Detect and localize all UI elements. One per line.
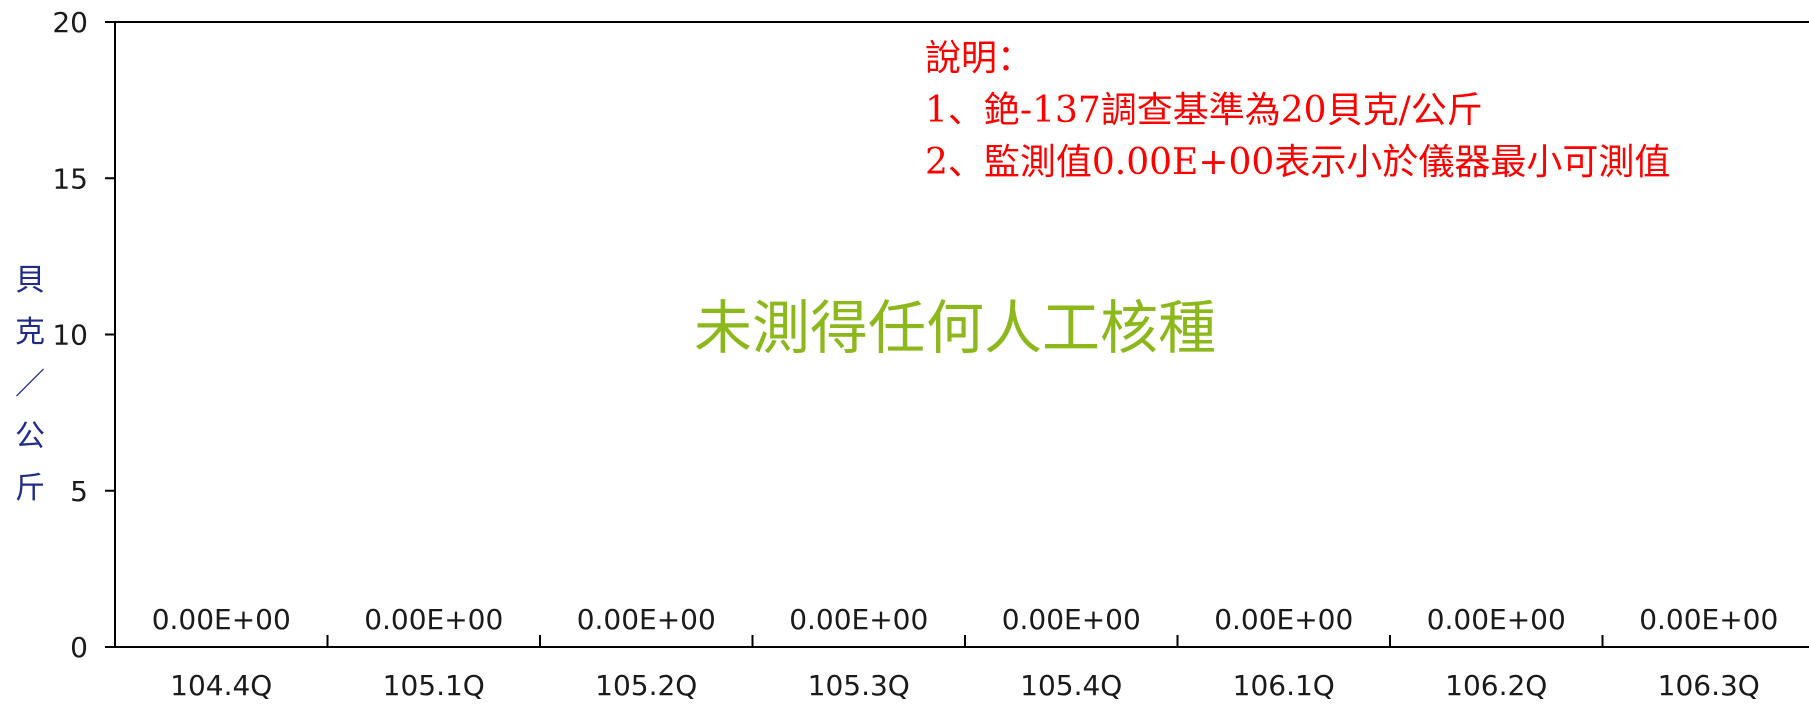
data-label: 0.00E+00 — [1427, 603, 1566, 636]
annotation-notes: 說明： 1、銫-137調查基準為20貝克/公斤 2、監測值0.00E+00表示小於儀… — [925, 38, 1670, 183]
data-labels: 0.00E+00 0.00E+00 0.00E+00 0.00E+00 0.00E+00… — [152, 603, 1779, 636]
x-tick-label: 106.2Q — [1445, 669, 1547, 702]
x-tick-label: 105.1Q — [383, 669, 485, 702]
y-tick-label: 5 — [70, 475, 88, 508]
data-label: 0.00E+00 — [577, 603, 716, 636]
y-tick-label: 0 — [70, 631, 88, 664]
x-tick-label: 105.2Q — [595, 669, 697, 702]
y-axis-label-char: ／ — [15, 367, 45, 402]
x-tick-label: 105.3Q — [808, 669, 910, 702]
x-tick-label: 105.4Q — [1020, 669, 1122, 702]
annotation-note-line: 2、監測值0.00E+00表示小於儀器最小可測值 — [925, 142, 1670, 183]
center-annotation-text: 未測得任何人工核種 — [694, 294, 1216, 362]
data-label: 0.00E+00 — [1214, 603, 1353, 636]
y-tick-label: 20 — [52, 6, 88, 39]
y-ticks: 0 5 10 15 20 — [52, 6, 115, 664]
data-label: 0.00E+00 — [1002, 603, 1141, 636]
x-ticks: 104.4Q 105.1Q 105.2Q 105.3Q 105.4Q 106.1Q 106.… — [170, 635, 1760, 702]
x-tick-label: 106.3Q — [1658, 669, 1760, 702]
annotation-note-line: 說明： — [925, 38, 1033, 79]
y-axis-label: 貝克 ／ 公斤 — [15, 263, 45, 506]
data-label: 0.00E+00 — [789, 603, 928, 636]
data-label: 0.00E+00 — [1639, 603, 1778, 636]
y-tick-label: 15 — [52, 162, 88, 195]
data-label: 0.00E+00 — [364, 603, 503, 636]
x-tick-label: 106.1Q — [1233, 669, 1335, 702]
x-tick-label: 104.4Q — [170, 669, 272, 702]
y-tick-label: 10 — [52, 319, 88, 352]
center-annotation: 未測得任何人工核種 — [694, 294, 1216, 362]
y-axis-label-char: 斤 — [15, 471, 45, 506]
y-axis-label-char: 公 — [15, 419, 45, 454]
annotation-note-line: 1、銫-137調查基準為20貝克/公斤 — [925, 90, 1483, 131]
y-axis-label-char: 克 — [15, 315, 45, 350]
y-axis-label-char: 貝 — [15, 263, 45, 298]
data-label: 0.00E+00 — [152, 603, 291, 636]
